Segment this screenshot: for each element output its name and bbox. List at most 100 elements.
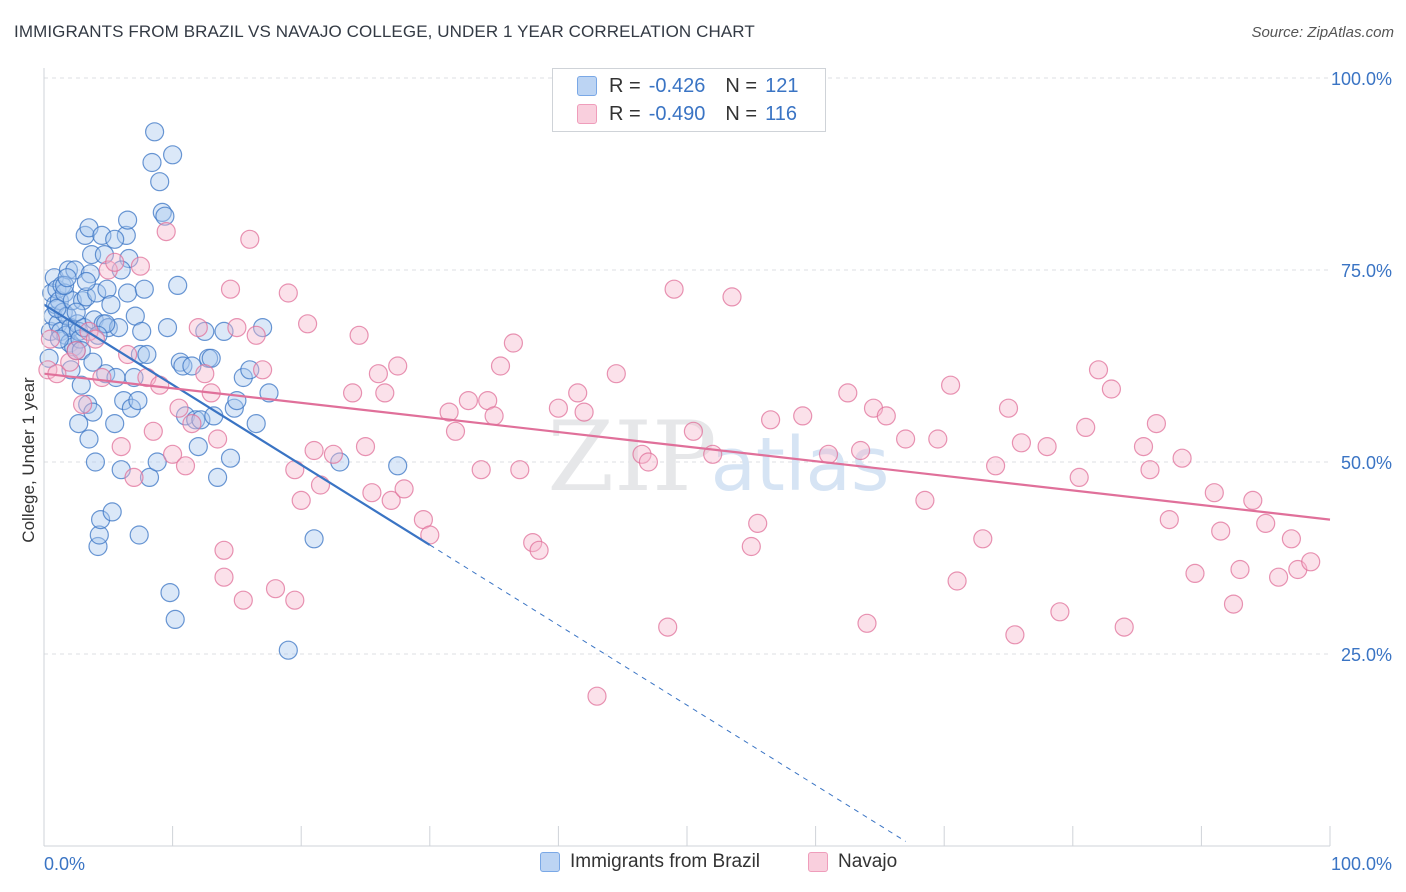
- data-point-navajo: [310, 475, 331, 495]
- data-point-navajo: [1140, 460, 1160, 480]
- data-point-brazil: [117, 283, 138, 303]
- data-point-brazil: [94, 245, 115, 265]
- legend-n-label: N =: [725, 74, 758, 97]
- legend-r-label: R =: [609, 102, 641, 125]
- data-point-navajo: [895, 429, 916, 449]
- data-point-navajo: [98, 260, 118, 280]
- data-point-brazil: [83, 402, 103, 422]
- data-point-brazil: [92, 225, 112, 245]
- y-axis-title: College, Under 1 year: [19, 377, 38, 543]
- legend-swatch-navajo: [577, 104, 597, 124]
- y-tick-label: 75.0%: [1341, 261, 1392, 281]
- data-point-brazil: [188, 437, 208, 457]
- legend-r-value: -0.490: [648, 102, 706, 125]
- data-point-navajo: [105, 252, 125, 272]
- x-tick-label-start: 0.0%: [44, 854, 85, 874]
- legend-box: R = -0.426 N = 121 R = -0.490 N = 116: [552, 68, 826, 132]
- data-point-navajo: [362, 483, 382, 503]
- data-point-navajo: [510, 460, 530, 480]
- data-point-navajo: [973, 529, 993, 549]
- data-point-navajo: [227, 318, 247, 338]
- data-point-navajo: [985, 456, 1006, 476]
- legend-n-label: N =: [725, 102, 758, 125]
- data-point-navajo: [1133, 437, 1154, 457]
- legend-r-value: -0.426: [648, 74, 706, 97]
- data-point-navajo: [1146, 414, 1167, 434]
- data-point-navajo: [1230, 559, 1250, 580]
- data-point-navajo: [1005, 625, 1025, 645]
- data-point-navajo: [214, 567, 234, 587]
- data-point-brazil: [168, 275, 188, 295]
- data-point-brazil: [96, 364, 116, 384]
- data-point-navajo: [240, 229, 260, 249]
- data-point-navajo: [998, 398, 1019, 418]
- data-point-navajo: [1037, 437, 1057, 457]
- legend-n-value: 121: [765, 74, 799, 97]
- data-point-navajo: [1101, 379, 1122, 399]
- data-point-navajo: [156, 222, 176, 242]
- data-point-navajo: [1211, 521, 1231, 541]
- y-tick-label: 25.0%: [1341, 645, 1392, 665]
- data-point-navajo: [381, 490, 401, 510]
- data-point-navajo: [208, 429, 228, 449]
- data-point-brazil: [76, 271, 97, 292]
- data-point-brazil: [129, 525, 149, 545]
- data-point-brazil: [83, 352, 103, 372]
- data-point-navajo: [1243, 490, 1263, 510]
- data-point-navajo: [638, 452, 659, 472]
- data-point-navajo: [40, 329, 61, 349]
- data-point-brazil: [105, 414, 125, 434]
- legend-row-brazil: R = -0.426 N = 121: [577, 73, 798, 99]
- data-point-brazil: [57, 268, 77, 288]
- legend-row-navajo: R = -0.490 N = 116: [577, 101, 797, 127]
- data-point-navajo: [1114, 617, 1134, 637]
- data-point-brazil: [66, 302, 86, 322]
- data-point-brazil: [71, 341, 91, 361]
- data-point-brazil: [76, 287, 97, 307]
- trend-layer: [43, 303, 1331, 842]
- data-point-brazil: [253, 318, 273, 338]
- data-point-navajo: [1268, 567, 1289, 587]
- data-point-navajo: [233, 590, 253, 610]
- data-point-brazil: [134, 279, 154, 299]
- data-point-navajo: [529, 540, 549, 560]
- data-point-navajo: [548, 398, 569, 418]
- data-point-brazil: [163, 145, 183, 165]
- data-point-brazil: [114, 391, 134, 411]
- data-point-navajo: [130, 256, 150, 276]
- data-point-navajo: [1050, 602, 1070, 622]
- data-point-brazil: [128, 391, 148, 411]
- axis-layer: [43, 68, 1331, 847]
- data-point-navajo: [214, 540, 234, 560]
- data-point-brazil: [278, 640, 298, 660]
- data-point-brazil: [85, 452, 106, 472]
- data-point-navajo: [182, 414, 202, 434]
- data-point-navajo: [195, 364, 215, 384]
- data-point-navajo: [439, 402, 459, 422]
- data-point-navajo: [722, 287, 742, 307]
- data-point-navajo: [568, 383, 588, 403]
- data-point-navajo: [285, 590, 305, 610]
- data-point-navajo: [1088, 360, 1109, 380]
- data-point-navajo: [1011, 433, 1032, 453]
- data-point-navajo: [1204, 483, 1224, 503]
- watermark: ZIP atlas: [547, 401, 889, 513]
- data-point-brazil: [116, 225, 136, 245]
- data-point-navajo: [163, 444, 183, 464]
- bottom-legend-label-navajo: Navajo: [838, 851, 898, 872]
- label-layer: 100.0% 75.0% 50.0% 25.0% 0.0% 100.0% College, …: [19, 69, 1392, 874]
- trend-line-extension-brazil: [429, 544, 906, 842]
- data-point-brazil: [101, 295, 121, 315]
- data-point-navajo: [1301, 552, 1321, 572]
- data-point-navajo: [947, 571, 967, 591]
- data-point-navajo: [285, 460, 305, 480]
- grid-layer: [44, 77, 1330, 655]
- data-point-navajo: [1172, 448, 1192, 468]
- data-point-brazil: [147, 452, 167, 472]
- data-point-navajo: [349, 325, 369, 345]
- data-point-navajo: [940, 375, 961, 395]
- data-point-navajo: [850, 440, 871, 461]
- data-point-brazil: [142, 152, 162, 173]
- data-point-brazil: [90, 509, 111, 530]
- trend-line-navajo: [43, 372, 1331, 521]
